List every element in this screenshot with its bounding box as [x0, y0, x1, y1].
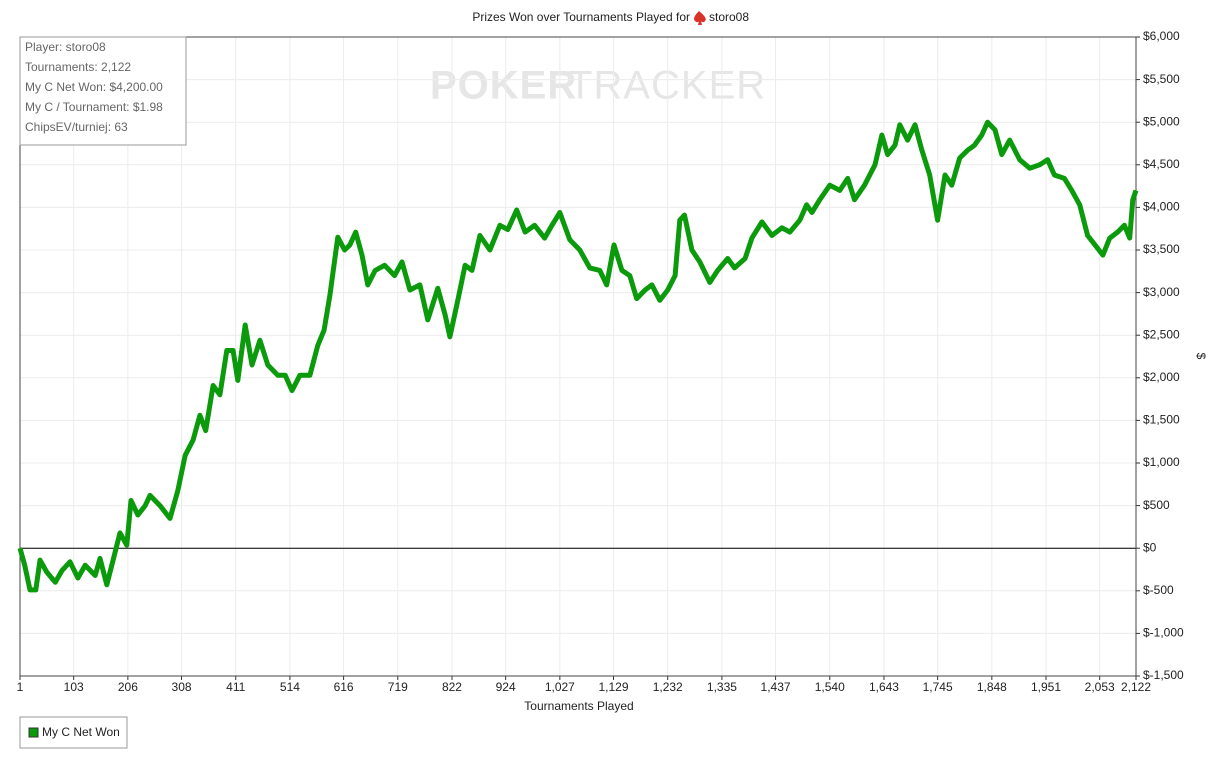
- x-tick-label: 1,027: [545, 680, 575, 694]
- info-line: Player: storo08: [25, 40, 106, 54]
- x-axis-label: Tournaments Played: [524, 699, 633, 713]
- info-line: My C Net Won: $4,200.00: [25, 80, 163, 94]
- info-box: [19, 36, 187, 146]
- x-tick-label: 1: [17, 680, 24, 694]
- x-tick-label: 1,129: [599, 680, 629, 694]
- y-tick-label: $1,000: [1143, 455, 1180, 469]
- x-tick-label: 1,745: [923, 680, 953, 694]
- watermark-left: POKER: [430, 64, 577, 108]
- y-tick-label: $1,500: [1143, 413, 1180, 427]
- plot-area: [17, 36, 1140, 680]
- x-tick-label: 411: [226, 680, 245, 694]
- y-tick-label: $-1,000: [1143, 626, 1184, 640]
- info-line: My C / Tournament: $1.98: [25, 100, 163, 114]
- y-tick-label: $4,000: [1143, 200, 1180, 214]
- x-tick-label: 308: [172, 680, 192, 694]
- y-tick-label: $4,500: [1143, 157, 1180, 171]
- x-tick-label: 719: [388, 680, 408, 694]
- x-tick-label: 1,643: [869, 680, 899, 694]
- x-tick-label: 924: [496, 680, 516, 694]
- y-tick-label: $6,000: [1143, 29, 1180, 43]
- y-tick-label: $5,000: [1143, 114, 1180, 128]
- y-tick-label: $5,500: [1143, 72, 1180, 86]
- plot-border: [19, 36, 1137, 677]
- y-tick-label: $500: [1143, 498, 1170, 512]
- watermark: POKER TRACKER: [430, 64, 766, 108]
- x-tick-label: 103: [64, 680, 84, 694]
- x-tick-label: 822: [442, 680, 462, 694]
- y-tick-label: $2,500: [1143, 327, 1180, 341]
- y-tick-label: $-1,500: [1143, 668, 1184, 682]
- spade-icon: [694, 11, 706, 25]
- y-axis-label: $: [1194, 353, 1208, 360]
- x-tick-label: 2,122: [1121, 680, 1151, 694]
- x-tick-label: 616: [334, 680, 354, 694]
- chart-title: Prizes Won over Tournaments Played for: [472, 10, 690, 24]
- watermark-right: TRACKER: [568, 64, 766, 108]
- y-tick-label: $3,000: [1143, 285, 1180, 299]
- chart-player: storo08: [709, 10, 749, 24]
- x-tick-label: 514: [280, 680, 300, 694]
- x-tick-label: 1,540: [815, 680, 845, 694]
- y-tick-label: $0: [1143, 540, 1157, 554]
- x-tick-label: 1,335: [707, 680, 737, 694]
- x-tick-label: 1,848: [977, 680, 1007, 694]
- info-lines: Player: storo08 Tournaments: 2,122 My C Ne…: [25, 40, 163, 134]
- y-tick-label: $2,000: [1143, 370, 1180, 384]
- y-tick-label: $3,500: [1143, 242, 1180, 256]
- x-tick-label: 2,053: [1085, 680, 1115, 694]
- legend-swatch: [28, 727, 39, 738]
- info-line: Tournaments: 2,122: [25, 60, 131, 74]
- y-tick-label: $-500: [1143, 583, 1174, 597]
- info-line: ChipsEV/turniej: 63: [25, 120, 128, 134]
- x-tick-label: 1,232: [653, 680, 683, 694]
- series-line: [17, 119, 1139, 593]
- legend-label: My C Net Won: [42, 725, 120, 739]
- x-tick-label: 206: [118, 680, 138, 694]
- x-tick-label: 1,437: [761, 680, 791, 694]
- x-tick-label: 1,951: [1031, 680, 1061, 694]
